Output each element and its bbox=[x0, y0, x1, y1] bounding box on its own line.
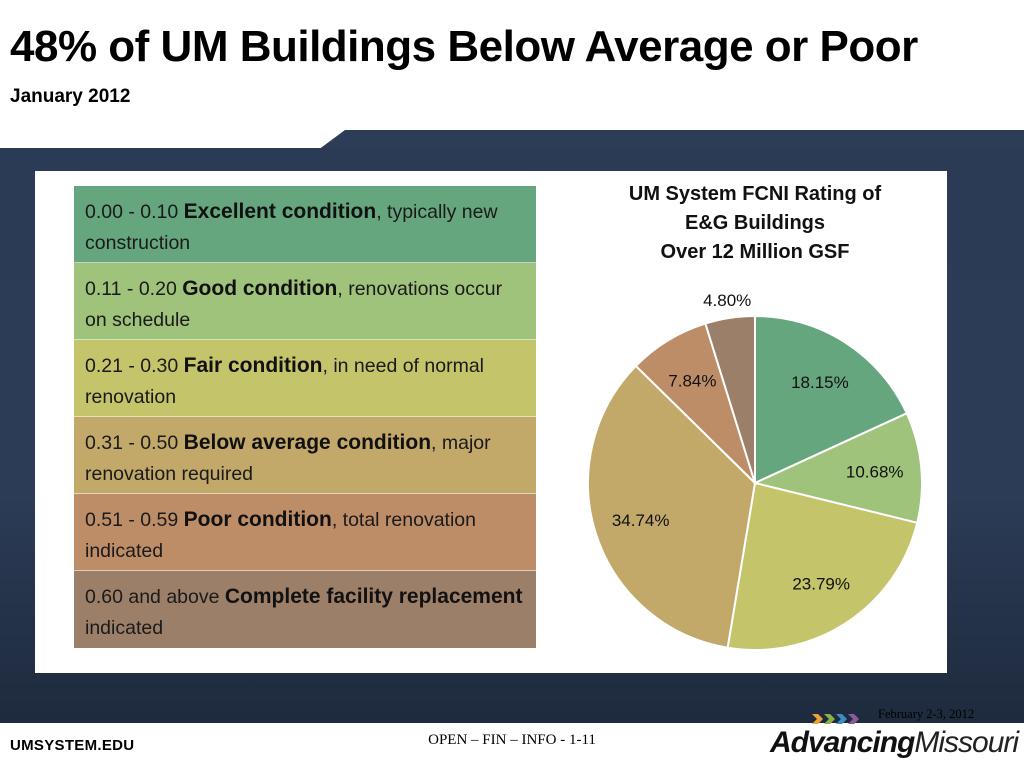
header-band-notch bbox=[0, 130, 1024, 150]
pie-data-label: 18.15% bbox=[791, 373, 849, 392]
pie-slice bbox=[704, 314, 756, 484]
chevron-icon bbox=[812, 714, 823, 724]
pie-data-label: 10.68% bbox=[846, 463, 904, 482]
pie-slice bbox=[587, 364, 757, 649]
content-panel: 0.00 - 0.10 Excellent condition, typical… bbox=[35, 171, 947, 673]
legend-description: indicated bbox=[85, 617, 164, 639]
legend-row: 0.11 - 0.20 Good condition, renovations … bbox=[74, 263, 536, 340]
legend-condition: Complete facility replacement bbox=[224, 585, 523, 608]
chevron-icon bbox=[848, 714, 859, 724]
legend-description: , in need of normal renovation bbox=[85, 355, 484, 408]
legend-range: 0.11 - 0.20 bbox=[85, 278, 183, 300]
pie-data-label: 7.84% bbox=[668, 371, 716, 390]
legend-condition: Good condition bbox=[182, 277, 338, 300]
legend-condition: Poor condition bbox=[183, 508, 332, 531]
chart-title-line: E&G Buildings bbox=[685, 212, 825, 234]
legend-row: 0.21 - 0.30 Fair condition, in need of n… bbox=[74, 340, 536, 417]
legend-condition: Below average condition bbox=[183, 431, 432, 454]
legend-range: 0.00 - 0.10 bbox=[85, 201, 184, 223]
legend-range: 0.51 - 0.59 bbox=[85, 509, 184, 531]
legend-description: , major renovation required bbox=[85, 432, 491, 485]
legend-row: 0.51 - 0.59 Poor condition, total renova… bbox=[74, 494, 536, 571]
chevron-icon bbox=[824, 714, 835, 724]
advancing-missouri-logo: AdvancingMissouri bbox=[768, 710, 1019, 765]
legend-row: 0.60 and above Complete facility replace… bbox=[74, 571, 536, 648]
chevron-icon bbox=[836, 714, 847, 724]
slide-subtitle: January 2012 bbox=[10, 86, 131, 107]
legend-row: 0.31 - 0.50 Below average condition, maj… bbox=[74, 417, 536, 494]
chart-title-line: UM System FCNI Rating of bbox=[629, 183, 882, 205]
footer-date: February 2-3, 2012 bbox=[878, 707, 975, 721]
slide-title: 48% of UM Buildings Below Average or Poo… bbox=[10, 22, 918, 71]
footer-site: UMSYSTEM.EDU bbox=[10, 737, 135, 754]
pie-data-label: 23.79% bbox=[792, 574, 850, 593]
legend-condition: Excellent condition bbox=[183, 200, 377, 223]
pie-chart: UM System FCNI Rating of E&G Buildings Ove… bbox=[587, 183, 923, 651]
logo-bold-text: Advancing bbox=[770, 726, 915, 759]
legend-range: 0.21 - 0.30 bbox=[85, 355, 184, 377]
legend-condition: Fair condition bbox=[183, 354, 323, 377]
legend-range: 0.60 and above bbox=[85, 586, 225, 608]
legend-description: , renovations occur on schedule bbox=[85, 278, 503, 331]
pie-data-label: 34.74% bbox=[612, 511, 670, 530]
chart-title-line: Over 12 Million GSF bbox=[661, 241, 850, 263]
pie-data-label: 4.80% bbox=[703, 291, 751, 310]
legend-row: 0.00 - 0.10 Excellent condition, typical… bbox=[74, 186, 536, 263]
footer-code: OPEN – FIN – INFO - 1-11 bbox=[428, 732, 596, 748]
logo-light-text: Missouri bbox=[914, 726, 1019, 759]
legend-description: , total renovation indicated bbox=[85, 509, 476, 562]
legend-description: , typically new construction bbox=[85, 201, 498, 254]
legend-range: 0.31 - 0.50 bbox=[85, 432, 184, 454]
condition-legend: 0.00 - 0.10 Excellent condition, typical… bbox=[74, 186, 536, 648]
pie-slice bbox=[726, 481, 919, 651]
pie-slice bbox=[754, 314, 909, 485]
pie-slice bbox=[751, 411, 923, 525]
